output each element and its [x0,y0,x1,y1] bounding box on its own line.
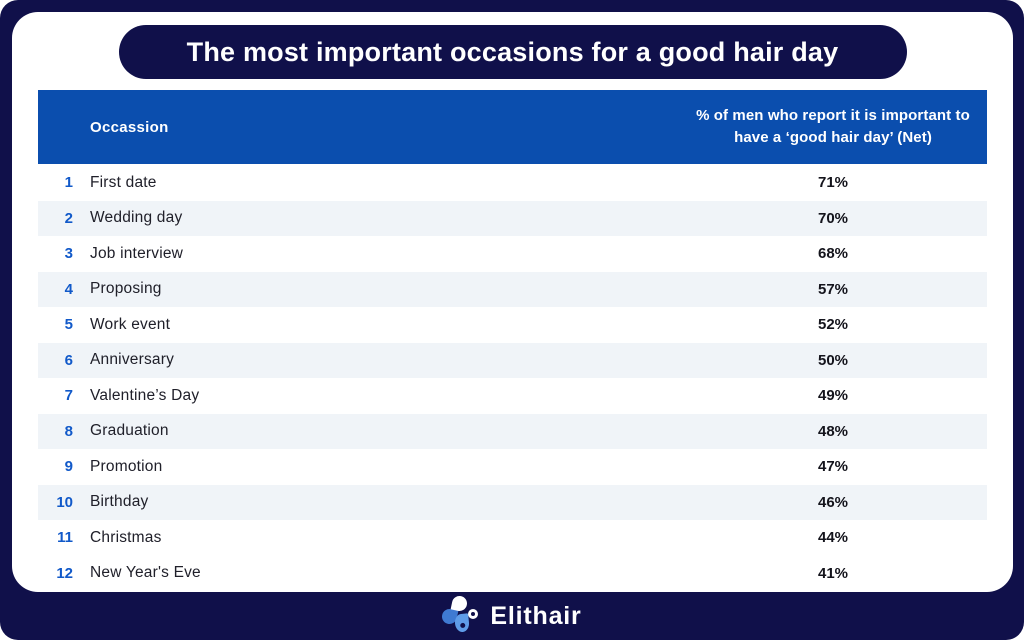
column-header-percent-line2: have a ‘good hair day’ (Net) [734,129,932,146]
rank-number: 1 [64,174,73,192]
rank-number: 4 [64,280,73,298]
percent-value: 52% [817,316,849,334]
table-body: 1 First date 71% 2 Wedding day 70% 3 Job… [38,165,987,591]
table-row: 1 First date 71% [38,165,987,201]
elithair-logo-icon [441,594,479,639]
percent-value: 49% [817,387,849,405]
table-row: 7 Valentine’s Day 49% [38,378,987,414]
percent-value: 71% [817,174,849,192]
rank-number: 3 [64,245,73,263]
footer-bar: Elithair [0,592,1024,640]
occasion-label: New Year's Eve [90,564,201,582]
table-row: 3 Job interview 68% [38,236,987,272]
occasion-label: Wedding day [90,209,183,227]
percent-value: 48% [817,422,849,440]
rank-number: 7 [64,387,73,405]
occasion-label: Promotion [90,457,163,475]
rank-number: 2 [64,209,73,227]
table-row: 12 New Year's Eve 41% [38,555,987,591]
table-row: 8 Graduation 48% [38,413,987,449]
occasion-label: Birthday [90,493,149,511]
logo-petal-top [451,594,469,613]
occasion-label: First date [90,173,157,191]
table-row: 11 Christmas 44% [38,520,987,556]
table-row: 2 Wedding day 70% [38,200,987,236]
logo-ring-hole [471,612,476,616]
percent-value: 46% [817,493,849,511]
brand-name: Elithair [490,601,582,630]
occasion-label: Anniversary [90,351,175,369]
percent-value: 70% [817,209,849,227]
table-row: 10 Birthday 46% [38,484,987,520]
percent-value: 50% [817,351,849,369]
title-banner: The most important occasions for a good … [118,25,907,79]
rank-number: 6 [64,351,73,369]
occasion-label: Work event [90,315,171,333]
table-header: Occassion % of men who report it is impo… [38,90,987,164]
column-header-percent: % of men who report it is important to h… [673,105,993,150]
logo-drop-dot [460,622,466,629]
percent-value: 41% [817,564,849,582]
logo-ring [468,609,479,619]
content-card: The most important occasions for a good … [12,12,1013,592]
occasion-label: Job interview [90,244,184,262]
table-row: 5 Work event 52% [38,307,987,343]
rank-number: 11 [57,529,73,547]
table-row: 9 Promotion 47% [38,449,987,485]
table-row: 4 Proposing 57% [38,271,987,307]
percent-value: 44% [817,529,849,547]
page-title: The most important occasions for a good … [186,36,839,67]
occasion-label: Christmas [90,528,162,546]
percent-value: 68% [817,245,849,263]
column-header-percent-line1: % of men who report it is important to [696,106,970,124]
column-header-occasion: Occassion [90,118,169,136]
table-row: 6 Anniversary 50% [38,342,987,378]
rank-number: 10 [56,493,73,511]
occasion-label: Graduation [90,422,169,440]
percent-value: 57% [817,280,849,298]
occasion-label: Proposing [90,280,162,298]
occasions-table: Occassion % of men who report it is impo… [38,90,987,591]
occasion-label: Valentine’s Day [90,386,200,404]
rank-number: 8 [64,422,73,440]
percent-value: 47% [817,458,849,476]
rank-number: 12 [56,564,73,582]
rank-number: 5 [64,316,73,334]
rank-number: 9 [64,458,73,476]
